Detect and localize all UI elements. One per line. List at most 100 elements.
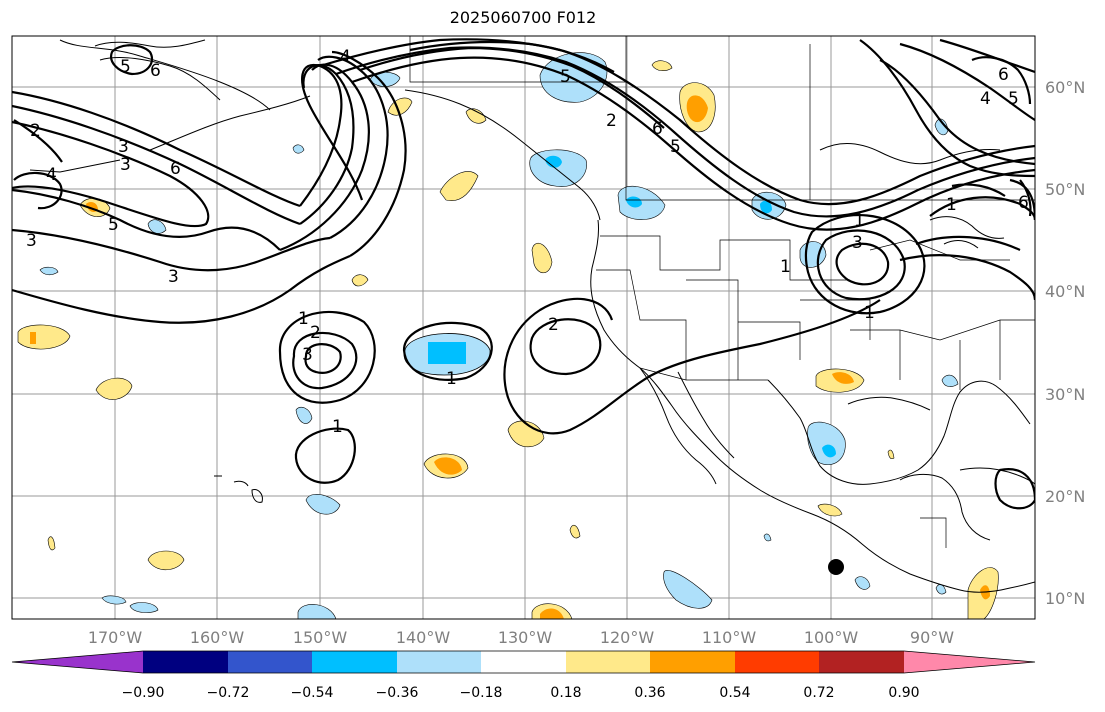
negative-anomaly-core [626,196,642,208]
lat-label-60n: 60°N [1045,78,1085,97]
lat-label-10n: 10°N [1045,589,1085,608]
colorbar-segment [228,651,312,673]
contour-line [12,254,351,324]
colorbar-tick-label: −0.54 [291,685,334,701]
coastline-segment [99,57,221,101]
negative-anomaly-core [428,342,466,364]
contour-labels: 5 6 2 3 3 6 4 5 3 3 4 5 2 6 5 6 4 5 6 1 … [26,47,1029,437]
colorbar-tick-label: −0.18 [460,685,503,701]
colorbar-tick-label: 0.36 [634,685,665,701]
contour-label: 6 [150,61,161,81]
contour-label: 1 [864,303,875,323]
contour-line [503,297,881,435]
contour-line [994,468,1035,510]
border-line [920,517,947,548]
contour-line [929,196,1035,221]
lat-label-50n: 50°N [1045,180,1085,199]
positive-anomaly-patch [47,536,56,551]
contour-label: 3 [118,137,129,157]
border-line [899,320,1001,390]
positive-anomaly-core [30,332,36,344]
coastline-segment [959,467,1035,485]
coastline-segment [59,39,271,111]
coastline-segment [251,489,263,503]
coastline-segment [929,216,1005,239]
contour-label: 1 [298,309,309,329]
contour-label: 3 [168,267,179,287]
contour-label: 6 [652,119,663,139]
border-line [800,299,871,340]
contour-line [879,59,1035,166]
colorbar-segment [312,651,397,673]
colorbar-segment [481,651,566,673]
lon-label-120w: 120°W [600,628,655,647]
border-line [600,235,850,281]
contour-label: 3 [26,231,37,251]
colorbar-tick-label: −0.36 [376,685,419,701]
contour-line [12,90,301,208]
negative-anomaly-patch [101,595,127,605]
negative-anomaly-patch [147,219,167,234]
colorbar-tick-label: −0.90 [122,685,165,701]
contour-line [351,56,1035,231]
lon-label-110w: 110°W [702,628,757,647]
contour-line [409,40,615,73]
contour-label: 4 [980,89,991,109]
colorbar-tick-label: 0.18 [550,685,581,701]
colorbar-ticks: −0.90 −0.72 −0.54 −0.36 −0.18 0.18 0.36 … [122,685,920,701]
colorbar-tick-label: 0.54 [719,685,750,701]
contour-label: 1 [780,257,791,277]
colorbar-segment [143,651,228,673]
positive-anomaly-patch [351,274,369,287]
lat-label-30n: 30°N [1045,385,1085,404]
contour-line [110,44,154,76]
coastline-segment [943,240,979,249]
colorbar-border [11,650,1036,674]
positive-anomaly-patch [817,503,843,517]
longitude-axis: 170°W 160°W 150°W 140°W 130°W 120°W 110°… [88,628,954,647]
negative-anomaly-patch [292,144,305,154]
contour-lines [12,38,1035,510]
contour-label: 5 [560,67,571,87]
contour-line [915,235,1021,251]
negative-anomaly-patch [129,602,159,613]
colorbar-segment [819,651,904,673]
contour-label: 5 [108,215,119,235]
negative-anomaly-patch [941,374,959,387]
contour-line [835,242,890,286]
contour-line [816,229,906,301]
contour-label: 6 [170,159,181,179]
contour-label: 1 [854,211,865,231]
positive-anomaly-patch [651,60,673,71]
contour-line [278,310,376,404]
contour-line [317,55,389,239]
colorbar-tick-label: 0.72 [803,685,834,701]
negative-anomaly-patch [297,604,337,619]
contour-label: 1 [332,417,343,437]
coastline-segment [29,159,121,173]
map-background [12,36,1035,619]
contour-line [951,183,1006,197]
contour-line [292,331,358,390]
lat-label-20n: 20°N [1045,487,1085,506]
map-frame [11,35,1036,620]
border-line [686,279,739,380]
contour-line [971,56,1032,105]
contour-label: 5 [670,137,681,157]
coastline-segment [404,89,601,221]
shaded-anomalies [17,52,999,619]
positive-anomaly-patch [95,377,133,400]
positive-anomaly-patch [569,524,581,539]
contour-label: 6 [1018,193,1029,213]
lon-label-170w: 170°W [88,628,143,647]
contour-line [299,64,355,225]
contour-label: 3 [120,155,131,175]
negative-anomaly-core [822,444,836,458]
positive-anomaly-patch [531,242,553,274]
contour-label: 2 [606,111,617,131]
contour-line [939,38,1035,74]
colorbar-tick-label: −0.72 [207,685,250,701]
colorbar-segment [397,651,481,673]
negative-anomaly-patch [39,266,59,276]
